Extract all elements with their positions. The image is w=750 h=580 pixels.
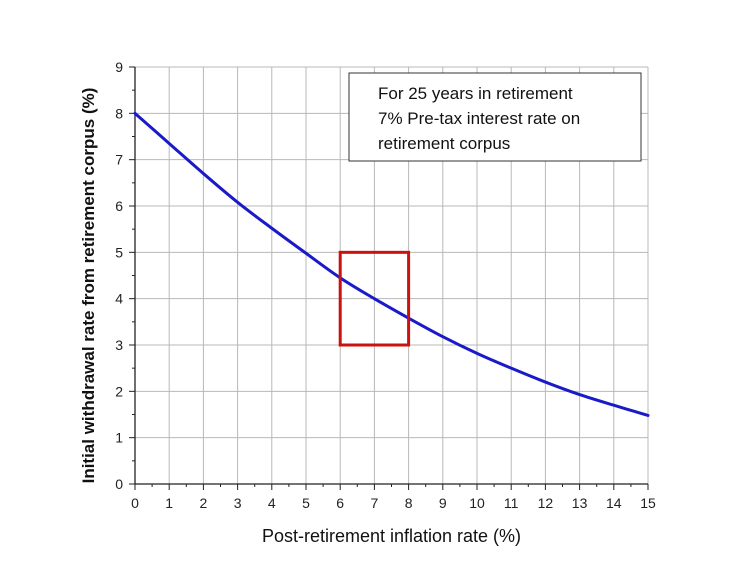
y-tick-label: 4 [115,291,123,307]
y-tick-labels: 0 1 2 3 4 5 6 7 8 9 [115,59,123,492]
x-tick-label: 9 [439,495,447,511]
annotation-line-2: 7% Pre-tax interest rate on [378,109,580,128]
y-tick-label: 1 [115,430,123,446]
y-tick-label: 3 [115,337,123,353]
x-tick-label: 14 [606,495,622,511]
highlight-layer [338,250,411,347]
annotation-box-frame [348,72,642,162]
x-tick-label: 1 [165,495,173,511]
series-layer [133,111,650,417]
x-tick-label: 5 [302,495,310,511]
y-tick-label: 6 [115,198,123,214]
annotation-box: For 25 years in retirement 7% Pre-tax in… [348,72,642,162]
x-tick-label: 6 [336,495,344,511]
x-tick-label: 12 [538,495,554,511]
annotation-line-3: retirement corpus [378,134,510,153]
y-tick-label: 9 [115,59,123,75]
x-tick-label: 15 [640,495,656,511]
x-tick-label: 13 [572,495,588,511]
annotation-line-1: For 25 years in retirement [378,84,573,103]
y-tick-label: 2 [115,383,123,399]
x-tick-label: 7 [371,495,379,511]
y-tick-label: 8 [115,105,123,121]
minor-ticks [129,66,649,490]
x-tick-label: 0 [131,495,139,511]
x-tick-label: 4 [268,495,276,511]
y-tick-label: 7 [115,152,123,168]
y-tick-label: 0 [115,476,123,492]
highlight-box [338,250,411,347]
x-axis-title: Post-retirement inflation rate (%) [262,526,521,546]
x-tick-label: 2 [200,495,208,511]
y-tick-label: 5 [115,244,123,260]
x-tick-label: 8 [405,495,413,511]
y-axis-title: Initial withdrawal rate from retirement … [79,88,98,484]
x-tick-label: 11 [504,495,519,511]
x-tick-label: 3 [234,495,242,511]
x-tick-label: 10 [469,495,485,511]
x-tick-labels: 0 1 2 3 4 5 6 7 8 9 10 11 12 13 14 15 [131,495,656,511]
series-line [133,111,650,417]
